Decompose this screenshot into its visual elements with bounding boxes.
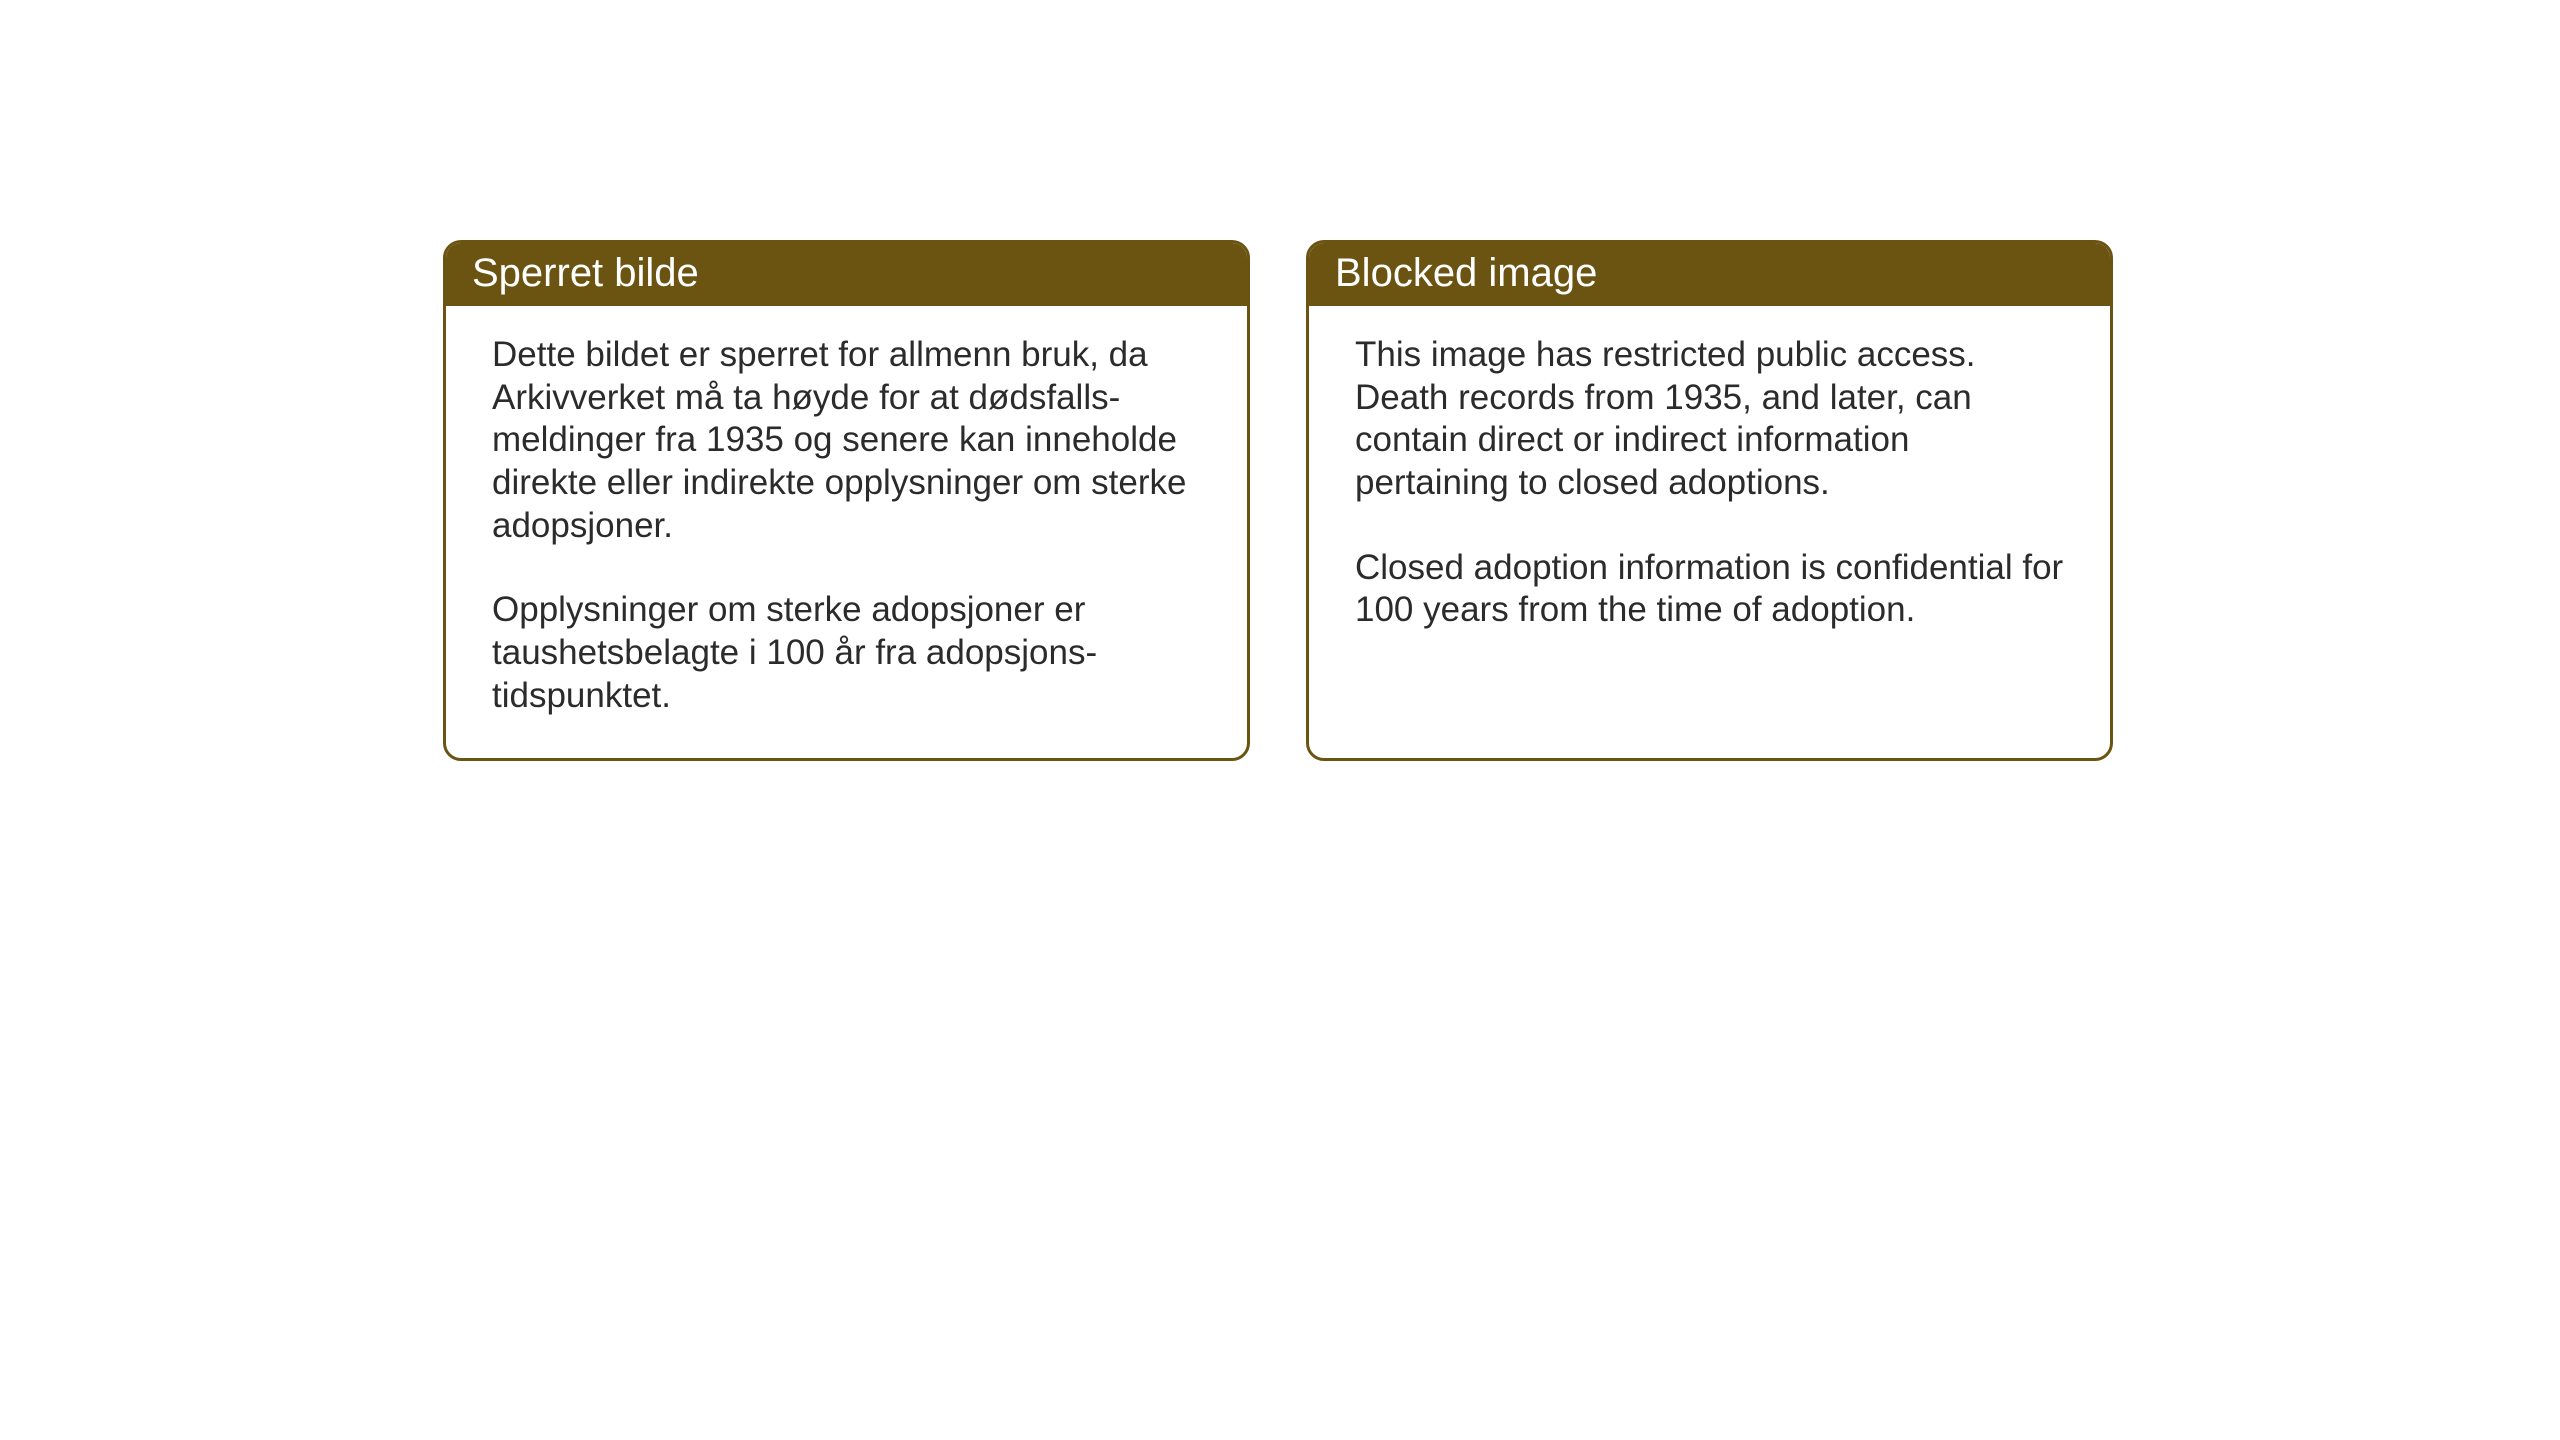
notice-body-english: This image has restricted public access.… [1309, 306, 2110, 736]
notice-paragraph: Opplysninger om sterke adopsjoner er tau… [492, 589, 1201, 717]
notice-card-english: Blocked image This image has restricted … [1306, 240, 2113, 761]
notice-title: Blocked image [1335, 251, 1597, 295]
notice-title: Sperret bilde [472, 251, 699, 295]
notice-paragraph: Closed adoption information is confident… [1355, 547, 2064, 632]
notice-header-english: Blocked image [1309, 243, 2110, 306]
notice-body-norwegian: Dette bildet er sperret for allmenn bruk… [446, 306, 1247, 758]
notice-paragraph: Dette bildet er sperret for allmenn bruk… [492, 334, 1201, 547]
notice-paragraph: This image has restricted public access.… [1355, 334, 2064, 505]
notice-header-norwegian: Sperret bilde [446, 243, 1247, 306]
notice-container: Sperret bilde Dette bildet er sperret fo… [443, 240, 2113, 761]
notice-card-norwegian: Sperret bilde Dette bildet er sperret fo… [443, 240, 1250, 761]
